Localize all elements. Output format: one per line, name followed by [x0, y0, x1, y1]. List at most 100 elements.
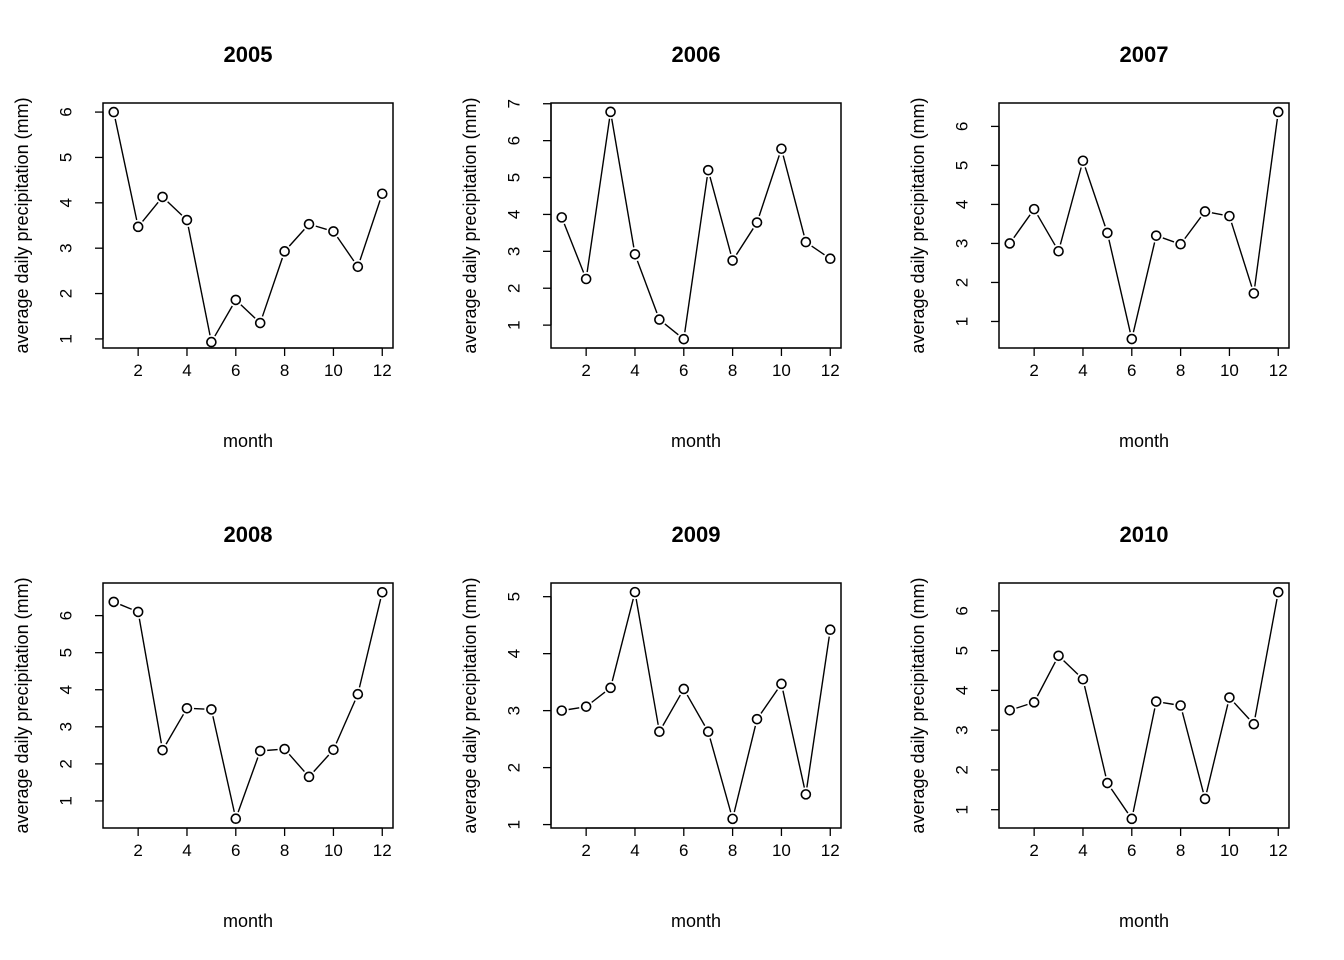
- series-segment: [167, 201, 183, 216]
- data-point: [1175, 238, 1186, 250]
- data-point: [1224, 692, 1235, 703]
- x-axis-label: month: [223, 911, 273, 931]
- series-segment: [686, 694, 706, 726]
- x-tick-label: 4: [182, 841, 191, 860]
- series-segment: [142, 201, 159, 222]
- data-point: [376, 586, 388, 598]
- data-point: [1150, 696, 1162, 707]
- y-tick-label: 4: [56, 198, 75, 207]
- x-tick-label: 10: [324, 841, 343, 860]
- y-tick-label: 7: [504, 99, 523, 108]
- data-point: [1077, 155, 1089, 167]
- data-point: [824, 253, 836, 265]
- series-segment: [733, 725, 757, 813]
- x-tick-label: 10: [772, 841, 791, 860]
- data-point: [132, 221, 144, 233]
- series-segment: [1016, 703, 1028, 709]
- data-point: [654, 314, 665, 325]
- y-tick-label: 3: [504, 247, 523, 256]
- series-segment: [591, 691, 606, 703]
- series-segment: [811, 245, 825, 256]
- data-point: [751, 713, 763, 725]
- series-segment: [1254, 598, 1278, 718]
- data-point: [1272, 106, 1284, 118]
- data-point: [352, 688, 364, 700]
- series-segment: [760, 689, 779, 714]
- x-tick-label: 2: [1029, 841, 1038, 860]
- series-segment: [1211, 212, 1223, 216]
- x-tick-label: 8: [280, 361, 289, 380]
- panel-title: 2008: [224, 522, 273, 547]
- series-segment: [1063, 660, 1079, 675]
- y-tick-label: 5: [504, 173, 523, 182]
- y-tick-label: 3: [504, 706, 523, 715]
- y-tick-label: 3: [56, 722, 75, 731]
- series-segment: [214, 305, 233, 337]
- data-point: [556, 705, 568, 716]
- data-point: [1102, 777, 1113, 789]
- series-segment: [662, 694, 681, 726]
- y-tick-label: 2: [504, 763, 523, 772]
- y-axis-label: average daily precipitation (mm): [460, 577, 480, 833]
- y-tick-label: 5: [56, 153, 75, 162]
- y-axis-label: average daily precipitation (mm): [908, 97, 928, 353]
- series-segment: [288, 753, 305, 773]
- series-segment: [1205, 704, 1229, 793]
- series-segment: [611, 118, 635, 248]
- series-segment: [261, 257, 284, 317]
- data-point: [1028, 697, 1040, 708]
- data-point: [678, 333, 690, 345]
- panel-title: 2005: [224, 42, 273, 67]
- series-segment: [664, 323, 679, 336]
- series-segment: [267, 748, 278, 752]
- series-segment: [1108, 239, 1131, 333]
- y-tick-label: 2: [56, 289, 75, 298]
- y-tick-label: 3: [56, 243, 75, 252]
- x-tick-label: 6: [679, 361, 688, 380]
- series-segment: [1059, 167, 1082, 245]
- x-tick-label: 12: [821, 841, 840, 860]
- series-segment: [709, 738, 732, 813]
- data-point: [1199, 206, 1211, 217]
- panel-title: 2006: [672, 42, 721, 67]
- x-tick-label: 2: [581, 361, 590, 380]
- panel-title: 2010: [1120, 522, 1169, 547]
- data-point: [108, 106, 120, 118]
- x-tick-label: 12: [1269, 361, 1288, 380]
- series-segment: [586, 118, 611, 273]
- data-point: [1077, 673, 1089, 685]
- series-segment: [336, 236, 355, 262]
- y-tick-label: 4: [504, 649, 523, 658]
- y-axis-label: average daily precipitation (mm): [12, 97, 32, 353]
- data-point: [800, 789, 812, 800]
- series-segment: [237, 757, 259, 813]
- series-segment: [806, 636, 830, 788]
- x-tick-label: 2: [133, 361, 142, 380]
- series-segment: [212, 716, 235, 813]
- data-point: [1175, 700, 1186, 711]
- data-point: [254, 317, 266, 329]
- series-segment: [359, 200, 381, 261]
- y-tick-label: 1: [56, 796, 75, 805]
- data-point: [279, 743, 290, 755]
- y-tick-label: 5: [56, 648, 75, 657]
- plot-frame: [998, 102, 1290, 349]
- x-axis-label: month: [671, 911, 721, 931]
- data-point: [328, 744, 339, 756]
- x-tick-label: 4: [630, 841, 639, 860]
- data-point: [1126, 813, 1138, 825]
- y-tick-label: 1: [504, 820, 523, 829]
- series-segment: [1163, 701, 1174, 706]
- data-point: [303, 771, 315, 783]
- data-point: [1004, 704, 1016, 716]
- series-segment: [1013, 214, 1031, 239]
- data-point: [1248, 288, 1260, 299]
- y-tick-label: 6: [56, 107, 75, 116]
- x-tick-label: 2: [581, 841, 590, 860]
- series-segment: [1110, 788, 1129, 814]
- series-segment: [1230, 222, 1253, 287]
- series-segment: [1184, 216, 1202, 240]
- y-tick-label: 6: [952, 606, 971, 615]
- series-segment: [709, 176, 732, 254]
- y-tick-label: 2: [952, 278, 971, 287]
